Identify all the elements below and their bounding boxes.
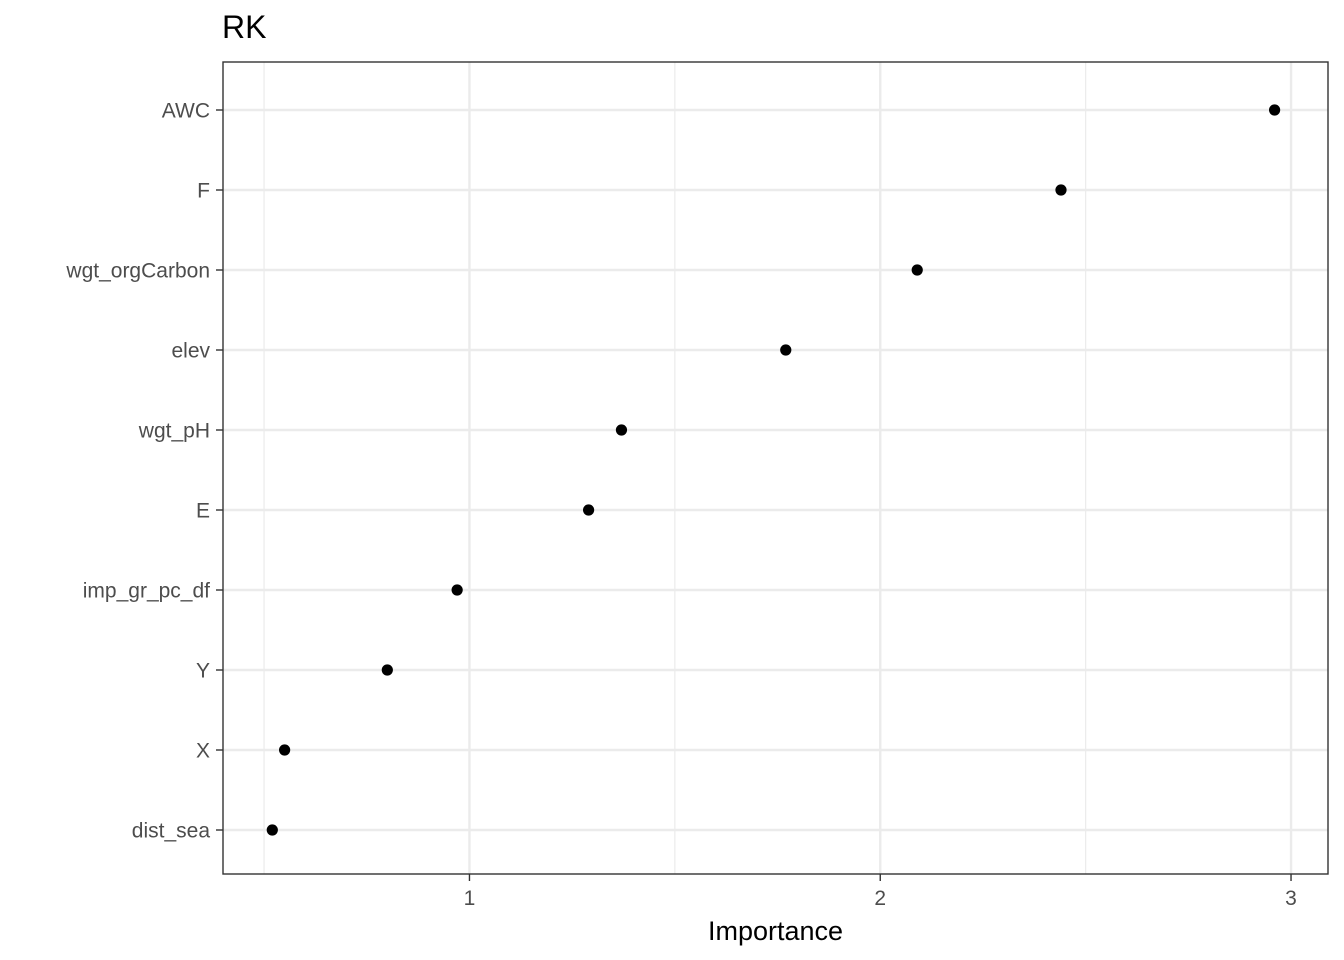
y-tick-label: X (196, 740, 210, 763)
data-point (780, 344, 792, 356)
data-point (381, 664, 393, 676)
x-tick-label: 1 (464, 887, 476, 910)
x-axis-label: Importance (708, 916, 843, 946)
data-point (266, 824, 278, 836)
data-point (451, 584, 463, 596)
y-tick-label: AWC (162, 100, 210, 123)
y-tick-label: F (197, 180, 210, 203)
y-tick-label: wgt_orgCarbon (65, 260, 210, 283)
y-tick-label: dist_sea (132, 820, 211, 843)
x-tick-label: 3 (1285, 887, 1297, 910)
y-tick-label: wgt_pH (138, 420, 210, 443)
data-point (582, 504, 595, 516)
chart-title: RK (222, 9, 266, 45)
plot-panel-background (223, 62, 1328, 874)
y-tick-label: imp_gr_pc_df (83, 580, 210, 603)
y-tick-label: E (196, 500, 210, 523)
data-points (266, 104, 1281, 836)
data-point (615, 424, 628, 436)
x-tick-label: 2 (874, 887, 886, 910)
x-axis: 1 2 3 (464, 874, 1297, 910)
data-point (1268, 104, 1281, 116)
data-point (1055, 184, 1067, 196)
data-point (911, 264, 923, 276)
plot-panel-border (222, 61, 1329, 875)
y-tick-label: elev (171, 340, 210, 363)
major-gridlines (223, 62, 1328, 874)
data-point (279, 744, 291, 756)
minor-gridlines (263, 62, 1087, 874)
y-tick-label: Y (196, 660, 210, 683)
